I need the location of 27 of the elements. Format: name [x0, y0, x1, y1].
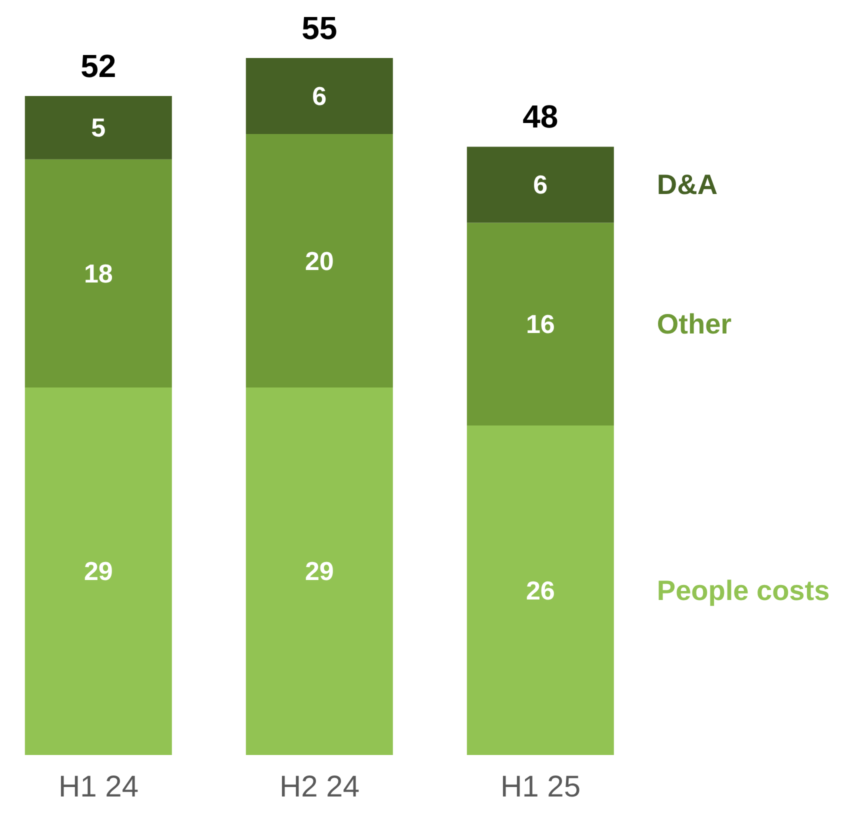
total-label: 52	[80, 48, 116, 84]
bar	[246, 387, 393, 755]
bar	[466, 222, 614, 426]
data-label: 20	[304, 246, 334, 276]
data-label: 16	[526, 309, 555, 340]
bar	[246, 134, 393, 388]
series-label: People costs	[656, 574, 830, 606]
data-label: 26	[526, 575, 555, 606]
data-label: 29	[84, 556, 113, 586]
series-label: Other	[656, 308, 732, 340]
x-tick-label: H1 24	[58, 770, 139, 804]
data-label: 5	[91, 112, 106, 143]
data-label: 6	[312, 81, 327, 112]
bar	[24, 159, 172, 388]
bar	[466, 426, 614, 755]
bar	[24, 387, 172, 755]
x-tick-label: H1 25	[500, 770, 581, 804]
total-label: 55	[302, 10, 338, 46]
x-tick-label: H2 24	[279, 770, 360, 804]
data-label: 18	[84, 258, 113, 288]
data-label: 29	[304, 556, 334, 586]
bar	[246, 58, 393, 134]
bar	[24, 96, 172, 160]
bar	[466, 146, 614, 223]
data-label: 6	[533, 170, 548, 200]
total-label: 48	[522, 98, 558, 135]
series-label: D&A	[656, 169, 718, 200]
